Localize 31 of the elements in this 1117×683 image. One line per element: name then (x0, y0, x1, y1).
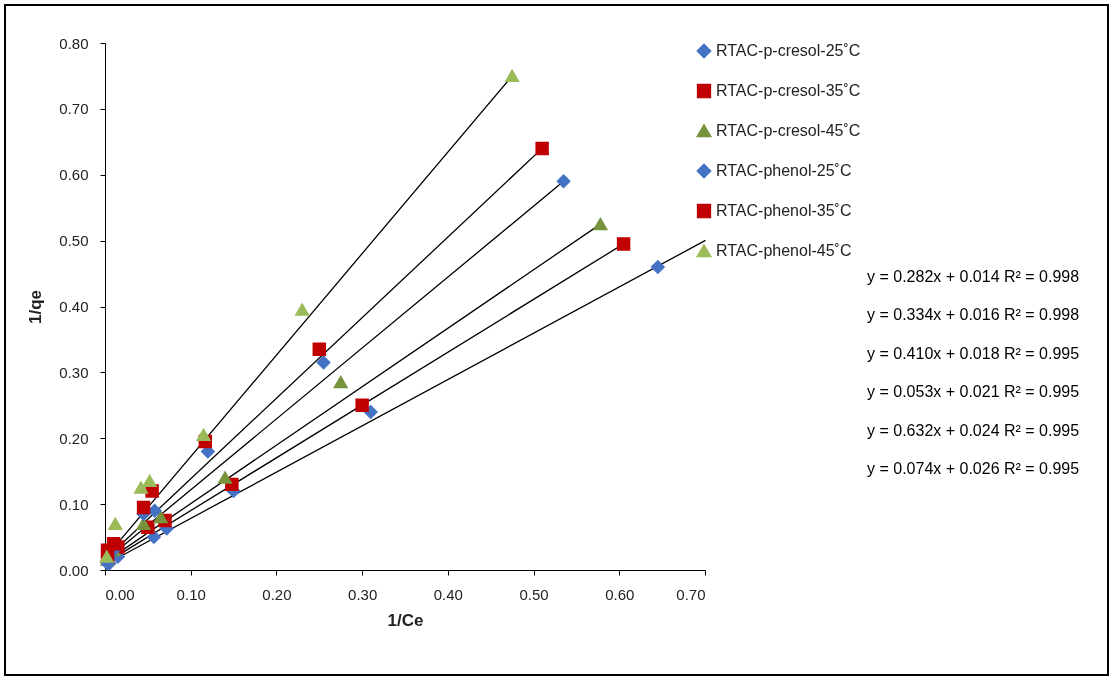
text: y = 0.053x + 0.021 R² = 0.995 (867, 383, 1080, 403)
legend-label: RTAC-phenol-45˚C (716, 242, 852, 259)
legend-label: RTAC-phenol-25˚C (716, 162, 852, 179)
y-tick-label: 0.50 (59, 232, 89, 250)
x-axis-title: 1/Ce (387, 610, 424, 630)
x-tick-label: 0.10 (176, 585, 206, 603)
text: y = 0.334x + 0.016 R² = 0.998 (867, 306, 1080, 326)
x-tick-label: 0.50 (519, 585, 549, 603)
x-tick-label: 0.00 (105, 585, 135, 603)
y-axis-title: 1/qe (26, 289, 46, 325)
x-tick-label: 0.30 (348, 585, 378, 603)
y-tick-label: 0.70 (59, 100, 89, 118)
x-tick-label: 0.40 (433, 585, 463, 603)
text: y = 0.282x + 0.014 R² = 0.998 (867, 268, 1080, 287)
text: y = 0.074x + 0.026 R² = 0.995 (867, 459, 1080, 479)
text: y = 0.410x + 0.018 R² = 0.995 (867, 344, 1080, 364)
y-tick-label: 0.40 (59, 298, 89, 315)
x-tick-label: 0.70 (676, 585, 706, 603)
x-tick-label: 0.60 (605, 585, 635, 603)
legend-label: RTAC-p-cresol-45˚C (716, 122, 861, 139)
y-tick-label: 0.30 (59, 363, 89, 381)
text: y = 0.632x + 0.024 R² = 0.995 (867, 421, 1080, 441)
y-tick-label: 0.60 (59, 166, 89, 184)
legend-label: RTAC-phenol-35˚C (716, 202, 852, 219)
legend-label: RTAC-p-cresol-35˚C (716, 82, 861, 99)
y-tick-label: 0.10 (59, 495, 89, 513)
legend-label: RTAC-p-cresol-25˚C (716, 42, 861, 59)
y-tick-label: 0.20 (59, 429, 89, 447)
y-tick-label: 0.80 (59, 34, 89, 52)
x-tick-label: 0.20 (262, 585, 292, 603)
y-tick-label: 0.00 (59, 561, 89, 579)
